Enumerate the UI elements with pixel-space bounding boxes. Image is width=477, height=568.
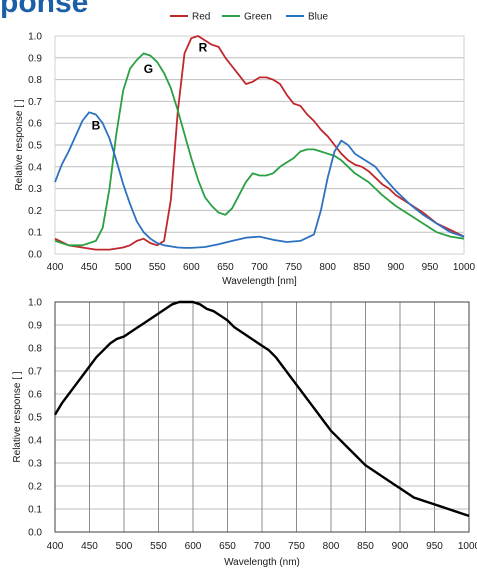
x-tick-label: 550 — [149, 262, 166, 273]
x-tick-label: 600 — [183, 262, 200, 273]
page-title: ponse — [0, 0, 89, 19]
x-tick-label: 850 — [353, 262, 370, 273]
legend: Red Green Blue — [170, 12, 328, 23]
y-tick-label: 0.8 — [28, 344, 42, 355]
x-axis-label: Wavelength (nm) — [224, 557, 300, 568]
y-axis-label: Relative response [ ] — [12, 371, 23, 462]
x-tick-label: 450 — [81, 541, 98, 552]
y-tick-label: 0.8 — [28, 75, 42, 86]
series-line — [53, 300, 470, 518]
plot-frame — [54, 35, 465, 255]
x-tick-label: 650 — [219, 541, 236, 552]
y-tick-label: 0.0 — [28, 528, 42, 539]
x-tick-label: 750 — [288, 541, 305, 552]
series-line-blue — [54, 111, 465, 249]
y-tick-label: 0.4 — [28, 162, 42, 173]
x-tick-label: 650 — [217, 262, 234, 273]
x-axis-label: Wavelength [nm] — [222, 276, 297, 287]
y-tick-label: 0.6 — [28, 390, 42, 401]
x-tick-label: 900 — [387, 262, 404, 273]
y-tick-label: 0.3 — [28, 184, 42, 195]
legend-label: Green — [244, 12, 272, 23]
y-tick-label: 0.9 — [28, 53, 42, 64]
y-tick-label: 0.3 — [28, 459, 42, 470]
chart-1: 0.0 0.1 0.2 0.3 0.4 0.5 0.6 0.7 0.8 0.9 1.0 400 450 5… — [14, 12, 476, 288]
legend-label: Red — [192, 12, 210, 23]
y-tick-label: 0.4 — [28, 436, 42, 447]
x-tick-label: 800 — [323, 541, 340, 552]
y-tick-label: 0.6 — [28, 119, 42, 130]
x-tick-label: 800 — [319, 262, 336, 273]
x-tick-label: 450 — [81, 262, 98, 273]
x-tick-label: 400 — [47, 262, 64, 273]
x-tick-label: 1000 — [458, 541, 477, 552]
x-tick-label: 950 — [426, 541, 443, 552]
y-tick-label: 0.7 — [28, 97, 42, 108]
plot-frame — [54, 301, 470, 533]
y-tick-label: 0.0 — [28, 250, 42, 261]
x-tick-label: 950 — [422, 262, 439, 273]
x-tick-label: 700 — [251, 262, 268, 273]
x-tick-label: 900 — [392, 541, 409, 552]
curve-annotation: B — [92, 119, 101, 133]
y-tick-label: 0.1 — [28, 228, 42, 239]
chart-2: 0.0 0.1 0.2 0.3 0.4 0.5 0.6 0.7 0.8 0.9 1.0 400 450 5… — [12, 298, 477, 568]
y-tick-label: 0.9 — [28, 321, 42, 332]
x-tick-label: 500 — [116, 541, 133, 552]
x-tick-label: 600 — [185, 541, 202, 552]
y-tick-label: 0.1 — [28, 505, 42, 516]
series-line-green — [54, 52, 465, 247]
x-tick-label: 400 — [47, 541, 64, 552]
y-tick-label: 0.2 — [28, 482, 42, 493]
curve-annotation: G — [144, 62, 153, 76]
x-tick-label: 550 — [150, 541, 167, 552]
x-tick-label: 1000 — [453, 262, 476, 273]
y-axis-label: Relative response [ ] — [14, 99, 25, 190]
y-tick-label: 1.0 — [28, 32, 42, 43]
x-tick-label: 500 — [115, 262, 132, 273]
x-tick-label: 850 — [357, 541, 374, 552]
x-tick-label: 700 — [254, 541, 271, 552]
y-tick-label: 0.5 — [28, 141, 42, 152]
x-tick-label: 750 — [285, 262, 302, 273]
series-line-red — [54, 35, 465, 251]
y-tick-label: 0.7 — [28, 367, 42, 378]
y-tick-label: 0.2 — [28, 206, 42, 217]
y-tick-label: 0.5 — [28, 413, 42, 424]
y-tick-label: 1.0 — [28, 298, 42, 309]
legend-label: Blue — [308, 12, 328, 23]
curve-annotation: R — [199, 40, 208, 54]
